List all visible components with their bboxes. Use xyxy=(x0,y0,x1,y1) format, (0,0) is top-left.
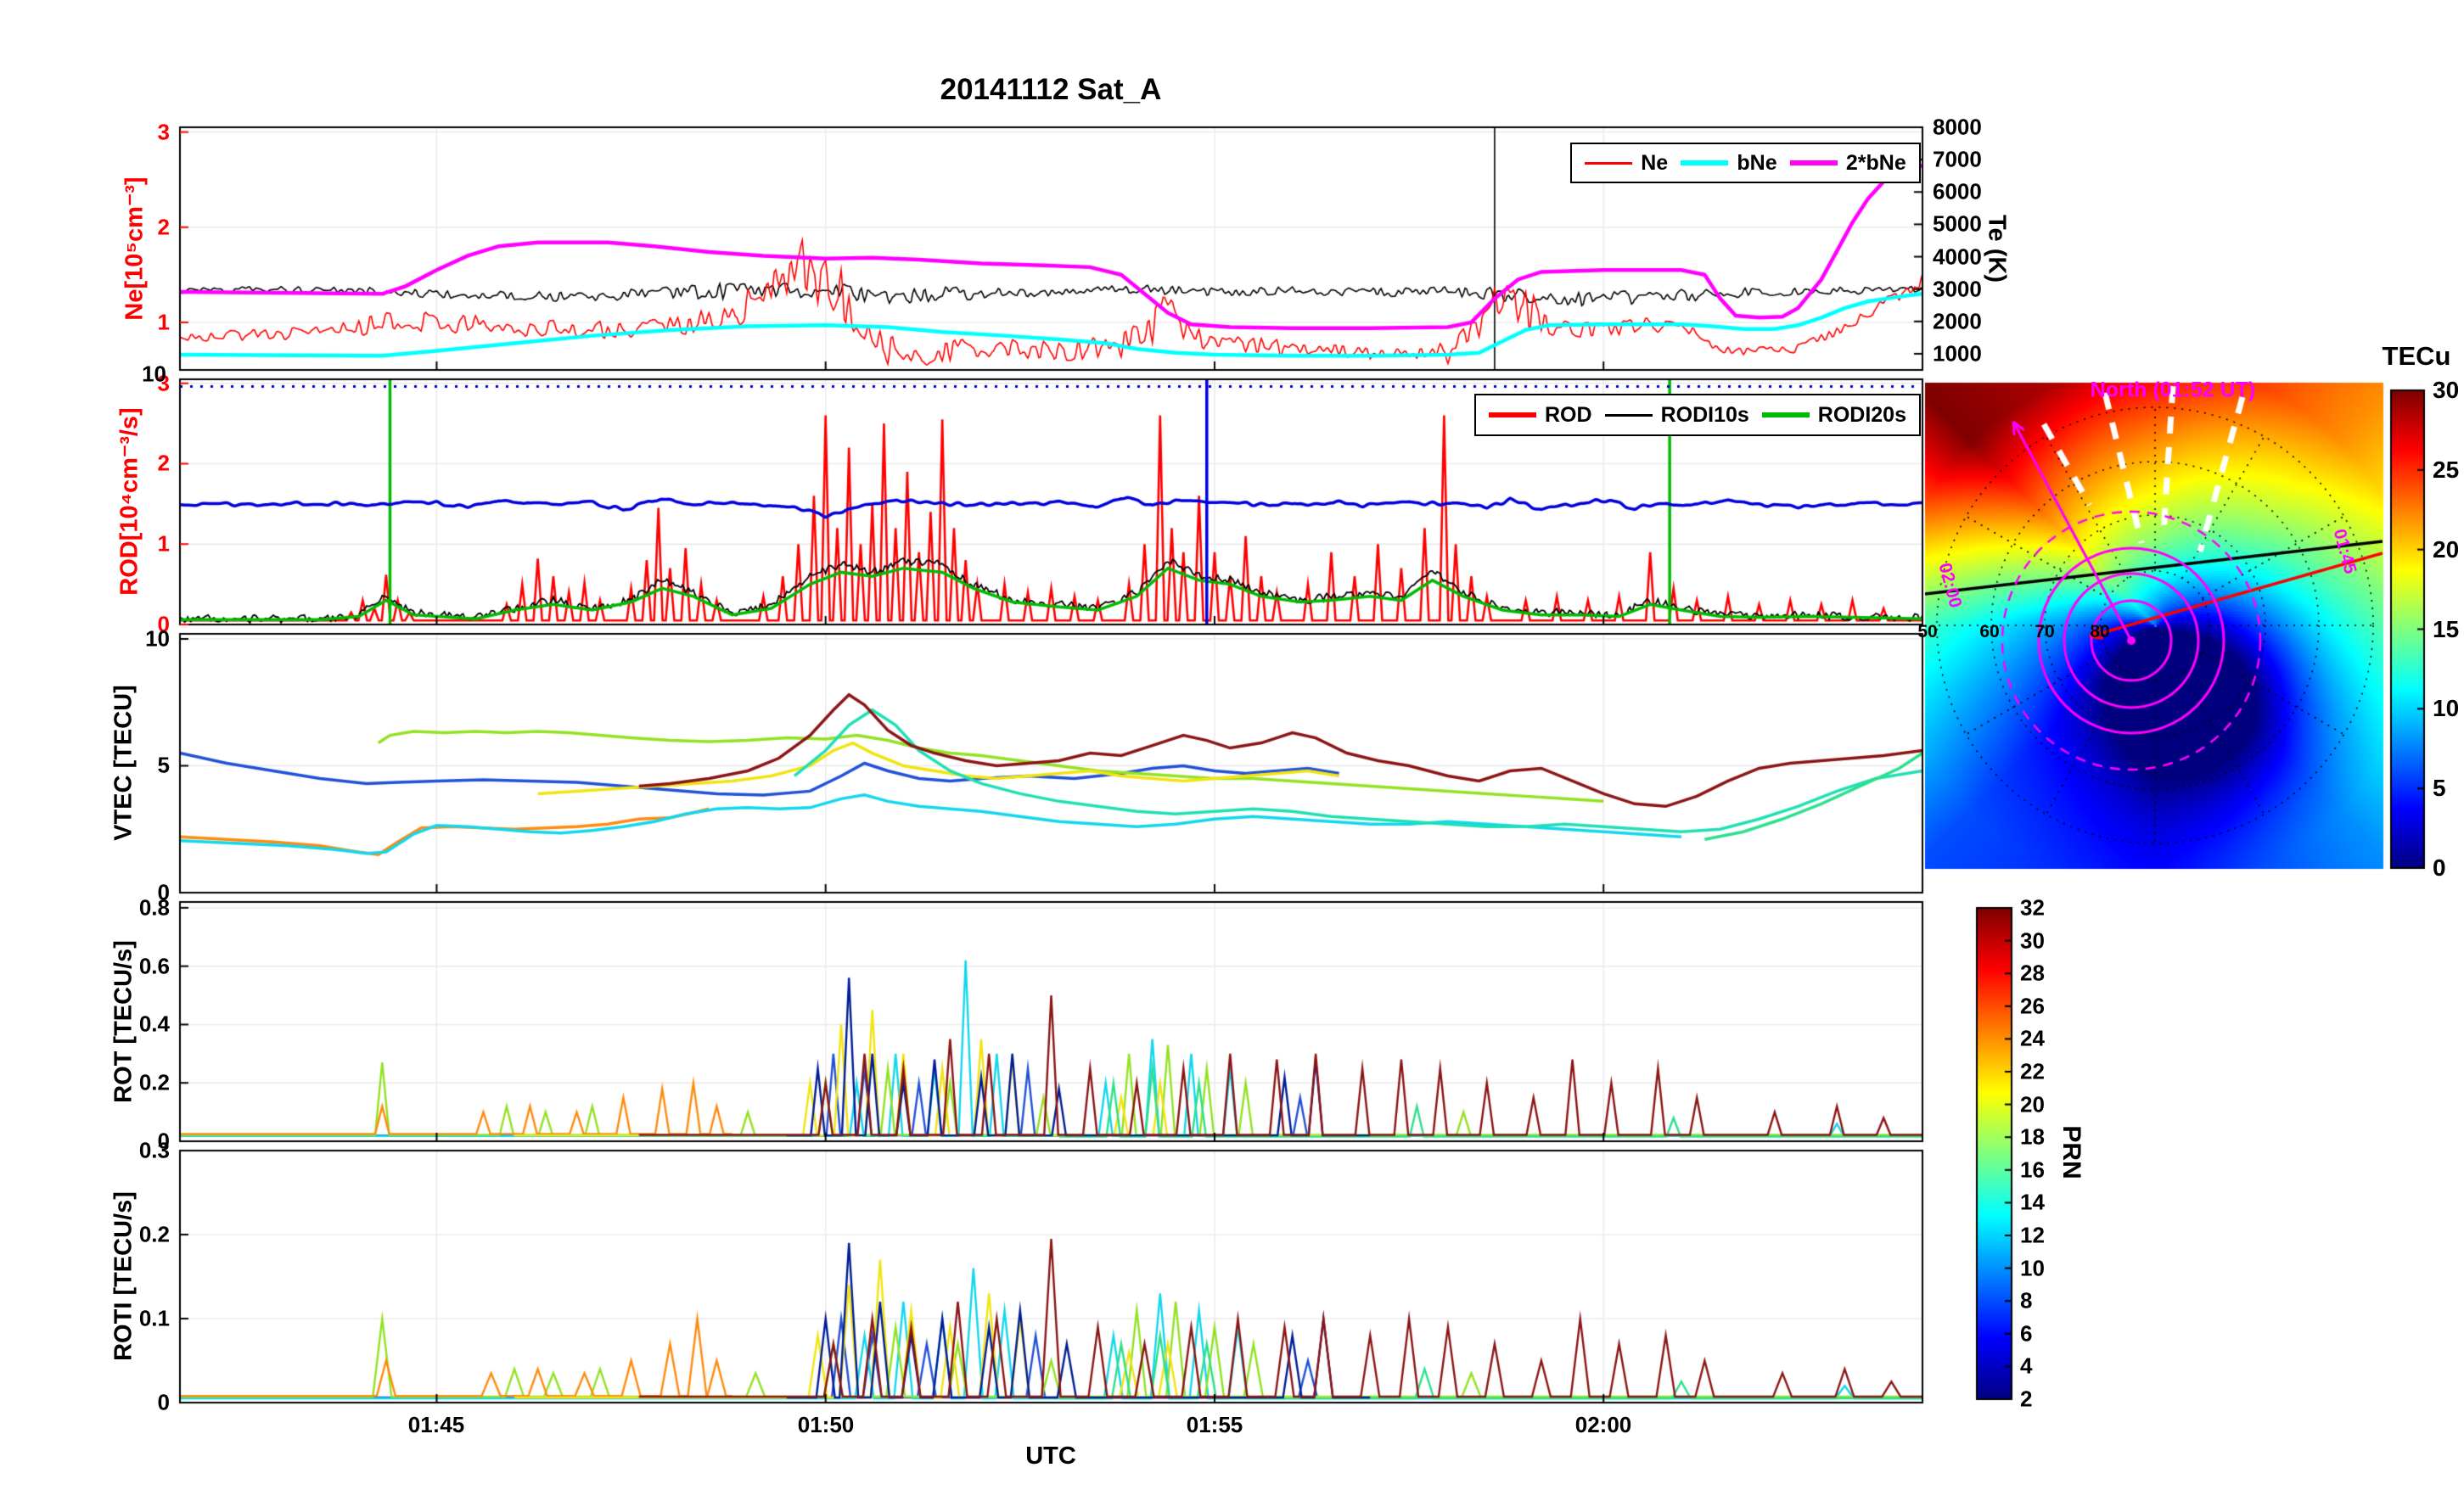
tick-label: 4000 xyxy=(1933,244,1982,270)
ylabel-te: Te (K) xyxy=(1983,214,2011,283)
tick-label: 30 xyxy=(2433,377,2460,403)
ylabel-rod: ROD[10⁴cm⁻³/s] xyxy=(115,407,143,596)
tick-label: 10 xyxy=(145,625,170,652)
x-tick-label: 01:50 xyxy=(797,1412,855,1437)
tick-label: 2 xyxy=(157,214,170,240)
x-axis-label: UTC xyxy=(1025,1442,1076,1470)
tick-label: 0.6 xyxy=(138,953,170,979)
tick-label: 24 xyxy=(2020,1025,2045,1051)
x-tick-label: 01:55 xyxy=(1186,1412,1243,1437)
legend-item-ne: Ne xyxy=(1585,151,1668,176)
tick-label: 8000 xyxy=(1933,114,1982,140)
tick-label: 0 xyxy=(157,1389,170,1415)
tick-label: 6 xyxy=(2020,1320,2033,1347)
legend-item-rodi10s: RODI10s xyxy=(1604,402,1749,428)
tick-label: 10 xyxy=(2433,695,2460,722)
tick-label: 25 xyxy=(2433,456,2460,483)
legend-label-rodi20s: RODI20s xyxy=(1817,402,1906,427)
tick-label: 22 xyxy=(2020,1058,2045,1084)
ylabel-rot: ROT [TECU/s] xyxy=(109,940,138,1103)
tick-label: 0 xyxy=(2433,854,2446,881)
legend-line-sample xyxy=(1604,413,1653,417)
tick-label: 2000 xyxy=(1933,308,1982,334)
tick-label: 0 xyxy=(157,1128,170,1154)
legend-ne-panel: Ne bNe 2*bNe xyxy=(1570,143,1921,183)
legend-label-ne: Ne xyxy=(1641,150,1669,175)
legend-label-bne: bNe xyxy=(1737,150,1777,175)
tick-label: 8 xyxy=(2020,1287,2033,1314)
x-tick-label: 02:00 xyxy=(1574,1412,1632,1437)
ylabel-ne: Ne[10⁵cm⁻³] xyxy=(121,176,149,321)
tick-label: 10 xyxy=(2020,1255,2045,1281)
legend-line-sample xyxy=(1489,412,1536,417)
legend-line-sample xyxy=(1761,412,1810,417)
tick-label: 6000 xyxy=(1933,178,1982,204)
tick-label: 0.8 xyxy=(138,894,170,921)
legend-line-sample xyxy=(1681,160,1729,165)
tick-label: 2 xyxy=(2020,1386,2033,1412)
map-lat-label-80: 80 xyxy=(2090,622,2110,641)
tick-label: 15 xyxy=(2433,615,2460,642)
tick-label: 32 xyxy=(2020,894,2045,921)
tick-label: 18 xyxy=(2020,1123,2045,1150)
tick-label: 20 xyxy=(2020,1091,2045,1118)
map-lat-label-50: 50 xyxy=(1917,622,1938,641)
ylabel-vtec: VTEC [TECU] xyxy=(109,685,138,841)
tick-label: 1000 xyxy=(1933,340,1982,367)
tick-label: 14 xyxy=(2020,1189,2045,1215)
ylabel-roti: ROTI [TECU/s] xyxy=(109,1191,138,1361)
tick-label: 28 xyxy=(2020,960,2045,986)
map-lat-label-70: 70 xyxy=(2035,622,2055,641)
legend-label-rodi10s: RODI10s xyxy=(1660,402,1749,427)
tick-label: 5 xyxy=(2433,775,2446,802)
tick-label: 26 xyxy=(2020,993,2045,1019)
tick-label: 0.2 xyxy=(138,1221,170,1247)
legend-item-rod: ROD xyxy=(1489,403,1592,428)
tick-label: 0.3 xyxy=(138,1137,170,1163)
legend-label-2bne: 2*bNe xyxy=(1845,150,1906,175)
map-lat-label-60: 60 xyxy=(1979,622,2000,641)
tick-label: 0 xyxy=(157,611,170,637)
x-tick-label: 01:45 xyxy=(407,1412,465,1437)
tick-label: 5000 xyxy=(1933,210,1982,237)
tick-label: 12 xyxy=(2020,1222,2045,1248)
tick-label: 0.4 xyxy=(138,1011,170,1037)
legend-rod-panel: ROD RODI10s RODI20s xyxy=(1474,394,1921,436)
tick-label: 2 xyxy=(157,450,170,476)
tick-label: 3 xyxy=(157,370,170,396)
map-title: North (01:52 UT) xyxy=(2090,378,2256,402)
legend-item-rodi20s: RODI20s xyxy=(1761,402,1906,428)
tick-label: 0.2 xyxy=(138,1069,170,1095)
figure-title: 20141112 Sat_A xyxy=(940,73,1162,106)
tick-label: 3000 xyxy=(1933,276,1982,302)
tick-label: 20 xyxy=(2433,535,2460,563)
legend-line-sample xyxy=(1585,161,1633,165)
tec-colorbar-title: TECu xyxy=(2382,341,2451,371)
tick-label: 4 xyxy=(2020,1353,2033,1379)
legend-item-bne: bNe xyxy=(1681,150,1777,176)
tick-label: 10 xyxy=(142,361,166,387)
tick-label: 5 xyxy=(157,752,170,778)
tick-label: 1 xyxy=(157,530,170,557)
legend-item-2bne: 2*bNe xyxy=(1789,150,1906,176)
tick-label: 30 xyxy=(2020,927,2045,954)
tick-label: 16 xyxy=(2020,1157,2045,1183)
tick-label: 0.1 xyxy=(138,1305,170,1331)
legend-label-rod: ROD xyxy=(1545,402,1592,427)
tick-label: 7000 xyxy=(1933,146,1982,172)
tick-label: 0 xyxy=(157,879,170,905)
tick-label: 3 xyxy=(157,119,170,145)
prn-colorbar-label: PRN xyxy=(2057,1125,2085,1179)
legend-line-sample xyxy=(1789,160,1838,165)
tick-label: 1 xyxy=(157,309,170,335)
